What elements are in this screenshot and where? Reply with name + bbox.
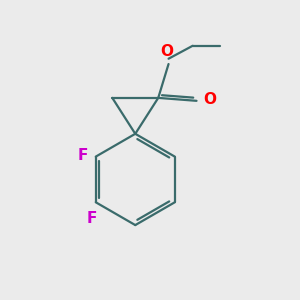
- Text: O: O: [160, 44, 174, 59]
- Text: O: O: [203, 92, 216, 107]
- Text: F: F: [86, 211, 97, 226]
- Text: F: F: [77, 148, 88, 163]
